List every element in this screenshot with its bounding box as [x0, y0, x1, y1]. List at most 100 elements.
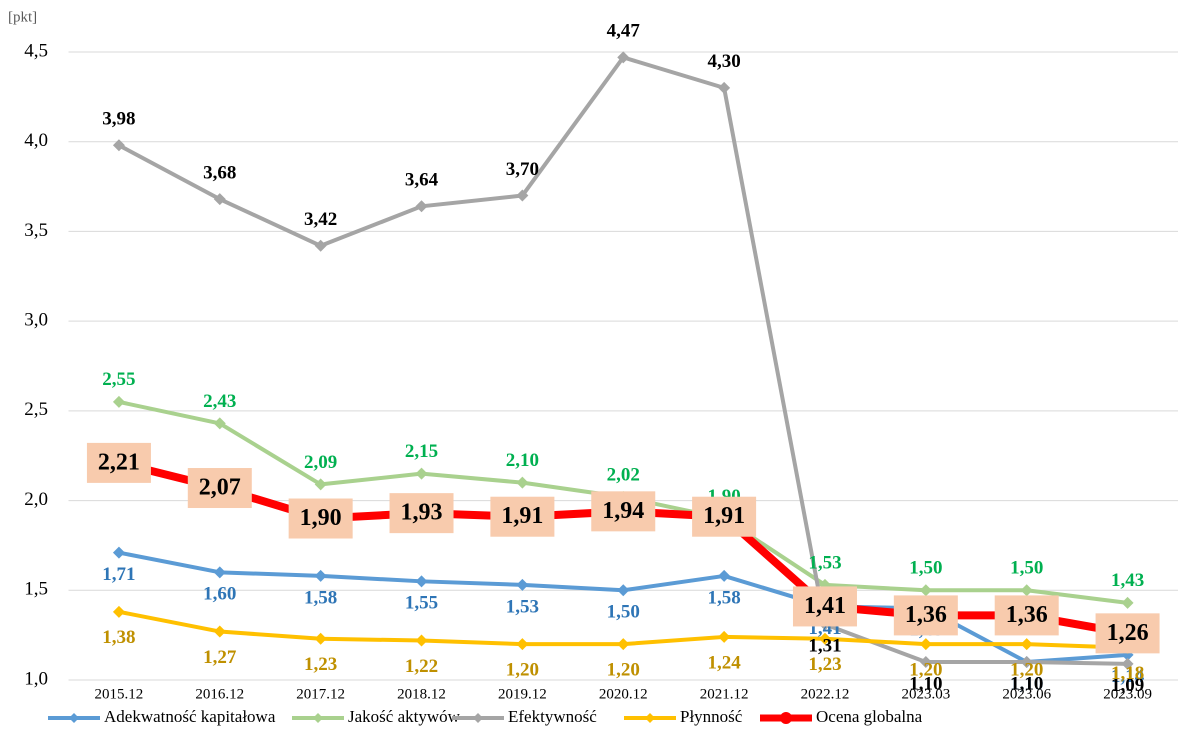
data-label: 4,47 — [607, 21, 641, 42]
data-label: 1,10 — [1010, 673, 1043, 694]
legend-marker — [780, 712, 792, 724]
marker — [516, 476, 529, 489]
legend-marker — [313, 713, 323, 723]
data-label: 3,70 — [506, 159, 539, 180]
x-tick-label: 2016.12 — [195, 686, 244, 702]
legend-label: Efektywność — [508, 707, 597, 726]
marker — [617, 51, 630, 64]
marker — [415, 634, 428, 647]
data-label: 1,50 — [607, 602, 640, 623]
legend-marker — [69, 713, 79, 723]
marker — [1020, 656, 1033, 669]
data-label: 1,41 — [804, 593, 846, 619]
marker — [516, 578, 529, 591]
marker — [415, 200, 428, 213]
x-tick-label: 2020.12 — [599, 686, 648, 702]
data-label: 1,60 — [203, 584, 236, 605]
y-tick-label: 3,5 — [24, 220, 48, 241]
label-box — [792, 586, 857, 627]
data-label: 1,58 — [304, 587, 337, 608]
data-label: 2,07 — [199, 475, 241, 501]
data-label: 1,27 — [203, 647, 237, 668]
marker — [718, 81, 731, 94]
marker — [112, 546, 125, 559]
marker — [213, 193, 226, 206]
data-label: 1,53 — [808, 552, 841, 573]
data-label: 1,24 — [707, 652, 741, 673]
data-label: 1,09 — [1111, 675, 1144, 696]
marker — [1121, 596, 1134, 609]
marker — [314, 632, 327, 645]
data-label: 1,20 — [506, 659, 539, 680]
data-label: 1,91 — [703, 503, 745, 529]
marker — [112, 605, 125, 618]
lines — [111, 51, 1135, 670]
legend-marker — [645, 713, 655, 723]
data-label: 1,55 — [405, 593, 438, 614]
y-tick-label: 1,0 — [24, 668, 48, 689]
marker — [919, 656, 932, 669]
label-box — [692, 496, 757, 537]
data-label: 2,55 — [102, 369, 135, 390]
y-tick-label: 4,0 — [24, 130, 48, 151]
data-label: 1,93 — [401, 500, 443, 526]
marker — [516, 189, 529, 202]
data-label: 1,71 — [102, 564, 135, 585]
data-label: 1,22 — [405, 656, 438, 677]
data-label: 3,64 — [405, 170, 439, 191]
data-label: 1,53 — [506, 596, 539, 617]
label-box — [490, 496, 555, 537]
label-box — [389, 493, 454, 534]
label-box — [187, 468, 252, 509]
y-tick-label: 3,0 — [24, 310, 48, 331]
marker — [919, 584, 932, 597]
data-label: 1,23 — [304, 654, 337, 675]
x-tick-label: 2023.06 — [1002, 686, 1051, 702]
data-label: 1,23 — [808, 654, 841, 675]
marker — [213, 417, 226, 430]
x-tick-label: 2019.12 — [498, 686, 547, 702]
marker — [213, 625, 226, 638]
y-tick-label: 2,0 — [24, 489, 48, 510]
data-label: 3,42 — [304, 209, 337, 230]
y-tick-label: 2,5 — [24, 399, 48, 420]
data-label: 1,43 — [1111, 570, 1144, 591]
data-label: 1,10 — [909, 673, 942, 694]
x-tick-label: 2023.09 — [1103, 686, 1152, 702]
marker — [617, 584, 630, 597]
data-label: 1,26 — [1107, 620, 1149, 646]
labels: 1,711,601,581,551,531,501,581,411,401,10… — [86, 21, 1160, 696]
data-label: 1,36 — [1006, 602, 1048, 628]
legend-label: Adekwatność kapitałowa — [104, 707, 276, 726]
label-box — [86, 442, 151, 483]
marker — [112, 395, 125, 408]
data-label: 1,20 — [607, 659, 640, 680]
x-tick-label: 2018.12 — [397, 686, 446, 702]
data-label: 2,02 — [607, 464, 640, 485]
data-label: 1,50 — [909, 558, 942, 579]
data-label: 1,94 — [602, 498, 644, 524]
data-label: 1,50 — [1010, 558, 1043, 579]
data-label: 1,36 — [905, 602, 947, 628]
data-label: 1,20 — [909, 659, 942, 680]
marker — [516, 638, 529, 651]
label-box — [893, 595, 958, 636]
marker — [1020, 638, 1033, 651]
data-label: 2,21 — [98, 449, 140, 475]
x-tick-label: 2023.03 — [901, 686, 950, 702]
marker — [1020, 584, 1033, 597]
data-label: 2,09 — [304, 452, 337, 473]
data-label: 1,18 — [1111, 663, 1144, 684]
legend-label: Płynność — [680, 707, 743, 726]
marker — [314, 569, 327, 582]
x-tick-label: 2015.12 — [95, 686, 144, 702]
data-label: 3,98 — [102, 109, 135, 130]
data-label: 1,14 — [1111, 666, 1145, 687]
marker — [213, 566, 226, 579]
data-label: 4,30 — [707, 51, 740, 72]
marker — [314, 478, 327, 491]
data-label: 1,10 — [1010, 673, 1043, 694]
legend-marker — [473, 713, 483, 723]
data-label: 2,15 — [405, 441, 438, 462]
